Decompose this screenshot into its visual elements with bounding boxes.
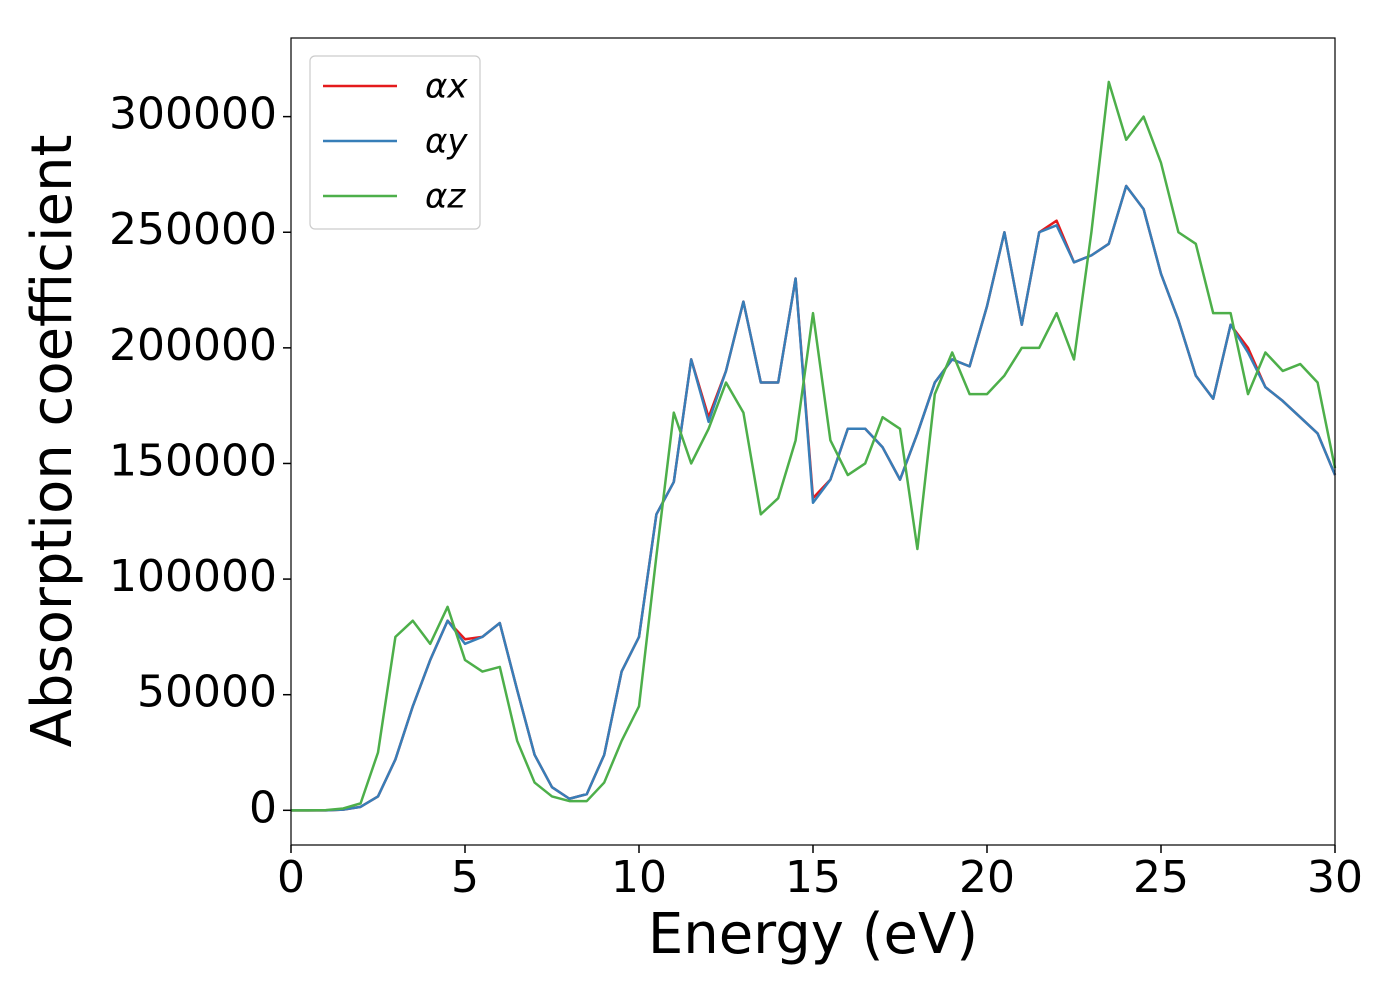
- legend-box: [309, 55, 481, 230]
- x-tick-label: 5: [451, 852, 479, 903]
- x-tick-label: 30: [1307, 852, 1363, 903]
- series-line: [291, 80, 1337, 812]
- x-tick-label: 0: [277, 852, 305, 903]
- x-tick-label: 25: [1133, 852, 1189, 903]
- y-tick-label: 150000: [109, 435, 277, 486]
- y-tick-label: 300000: [109, 89, 277, 140]
- y-tick-label: 0: [249, 782, 277, 833]
- y-tick-label: 250000: [109, 204, 277, 255]
- x-tick-label: 15: [785, 852, 841, 903]
- legend-label: αy: [425, 122, 468, 162]
- plot-frame: [290, 37, 1336, 846]
- series-line: [291, 184, 1337, 812]
- y-axis-label: Absorption coefficient: [20, 135, 85, 748]
- x-tick-label: 20: [959, 852, 1015, 903]
- x-tick-label: 10: [611, 852, 667, 903]
- y-tick-label: 100000: [109, 551, 277, 602]
- legend-label: αx: [425, 67, 468, 107]
- y-tick-label: 200000: [109, 320, 277, 371]
- legend-label: αz: [425, 177, 466, 217]
- y-tick-label: 50000: [137, 667, 277, 718]
- legend: αx αy αz: [309, 55, 481, 230]
- x-axis-label: Energy (eV): [648, 902, 978, 967]
